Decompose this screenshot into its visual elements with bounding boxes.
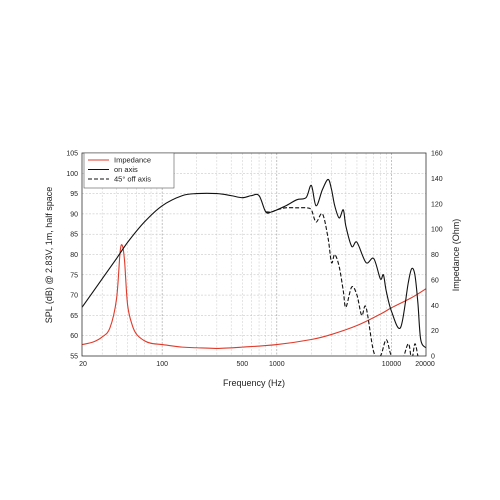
plot-frame: [81, 152, 427, 357]
x-axis-title: Frequency (Hz): [223, 378, 285, 388]
legend-box: [83, 152, 175, 189]
y-tick-label: 85: [70, 232, 78, 239]
y-tick-label: 95: [70, 191, 78, 198]
y-tick-label: 65: [70, 313, 78, 320]
tick-labels: 55 60 65 70 75 80 85 90 95 100 105 0 20 40 60 80 100 120 1…: [66, 151, 442, 369]
x-tick-label: 10000: [382, 361, 402, 368]
legend-label-45-off-axis: 45° off axis: [114, 175, 151, 184]
y2-axis-title: Impedance (Ohm): [451, 219, 461, 292]
y-tick-label: 105: [66, 151, 78, 158]
series-line-45-off-axis: [265, 207, 419, 356]
y-tick-label: 60: [70, 333, 78, 340]
x-tick-label: 500: [236, 361, 248, 368]
y-tick-label: 55: [70, 354, 78, 361]
y-tick-label: 100: [66, 171, 78, 178]
y2-tick-label: 160: [431, 151, 443, 158]
y2-tick-label: 40: [431, 303, 439, 310]
y2-tick-label: 0: [431, 354, 435, 361]
y-axis-title: SPL (dB) @ 2.83V, 1m, half space: [44, 187, 54, 324]
legend-label-impedance: Impedance: [114, 156, 151, 165]
series-line-on-axis: [82, 178, 426, 349]
y2-tick-label: 80: [431, 252, 439, 259]
x-tick-label: 20: [79, 361, 87, 368]
x-tick-label: 1000: [269, 361, 285, 368]
series-lines: [82, 178, 426, 356]
y-tick-label: 80: [70, 252, 78, 259]
y2-tick-label: 100: [431, 227, 443, 234]
y2-tick-label: 140: [431, 176, 443, 183]
y2-tick-label: 120: [431, 201, 443, 208]
x-tick-label: 100: [156, 361, 168, 368]
y-tick-label: 75: [70, 272, 78, 279]
series-line-impedance: [82, 244, 426, 349]
y2-tick-label: 20: [431, 328, 439, 335]
y2-tick-label: 60: [431, 277, 439, 284]
legend-label-on-axis: on axis: [114, 165, 138, 174]
y-tick-label: 90: [70, 211, 78, 218]
x-tick-label: 20000: [415, 361, 435, 368]
y-tick-label: 70: [70, 293, 78, 300]
